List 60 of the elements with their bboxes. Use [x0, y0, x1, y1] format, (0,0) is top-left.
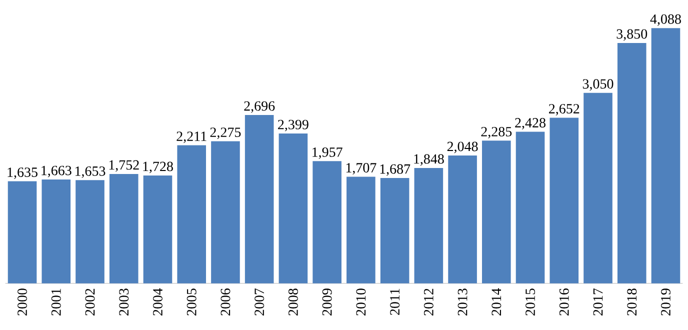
bar [244, 115, 274, 284]
x-tick-label: 2013 [458, 288, 468, 316]
data-label: 2,285 [481, 126, 512, 138]
x-tick-label: 2011 [390, 288, 400, 315]
bar [177, 145, 206, 284]
data-label: 2,399 [278, 120, 308, 132]
data-label: 2,696 [244, 101, 275, 113]
data-label: 3,050 [582, 79, 614, 91]
bar [109, 174, 138, 284]
data-label: 4,088 [650, 14, 681, 26]
bar [8, 181, 37, 284]
bar [617, 42, 646, 284]
x-tick-label: 2003 [119, 288, 129, 316]
x-tick-label: 2012 [424, 288, 434, 316]
bar [42, 180, 71, 284]
bar [584, 92, 612, 284]
bar [516, 132, 545, 284]
data-label: 2,275 [210, 128, 241, 140]
bar [448, 155, 477, 284]
x-tick-label: 2001 [51, 288, 61, 316]
bar [211, 141, 240, 284]
x-tick-label: 2019 [661, 288, 670, 316]
data-label: 1,635 [8, 168, 38, 179]
data-label: 1,752 [109, 160, 139, 172]
x-tick-label: 2002 [85, 288, 95, 316]
bar [414, 168, 444, 284]
data-label: 2,428 [515, 118, 546, 130]
x-tick-label: 2006 [220, 288, 230, 316]
bar [312, 161, 342, 284]
bar [143, 175, 172, 284]
bar [482, 140, 511, 284]
bar [278, 134, 308, 284]
data-label: 1,653 [75, 166, 106, 178]
x-tick-label: 2007 [254, 288, 264, 316]
x-tick-label: 2017 [593, 288, 603, 316]
data-label: 1,957 [312, 147, 342, 159]
x-tick-label: 2009 [322, 288, 332, 316]
data-label: 1,687 [380, 164, 410, 176]
x-tick-label: 2010 [356, 288, 366, 316]
bar [346, 176, 376, 284]
data-label: 1,848 [414, 154, 444, 166]
x-tick-label: 2018 [627, 288, 637, 316]
x-tick-label: 2016 [559, 288, 569, 316]
x-tick-label: 2015 [526, 288, 535, 316]
x-tick-label: 2004 [153, 288, 162, 316]
bar [651, 28, 680, 284]
x-tick-label: 2014 [492, 288, 502, 316]
data-label: 1,707 [346, 163, 376, 174]
bar [76, 180, 104, 284]
data-label: 2,211 [176, 132, 206, 144]
data-label: 1,728 [143, 162, 173, 174]
data-label: 2,652 [548, 104, 580, 116]
data-label: 2,048 [447, 142, 478, 154]
bar [550, 118, 579, 284]
x-tick-label: 2000 [18, 288, 28, 316]
x-tick-label: 2008 [288, 288, 298, 316]
data-label: 3,850 [616, 29, 648, 41]
data-label: 1,663 [42, 166, 72, 178]
x-tick-label: 2005 [186, 288, 196, 316]
bar [380, 178, 410, 284]
